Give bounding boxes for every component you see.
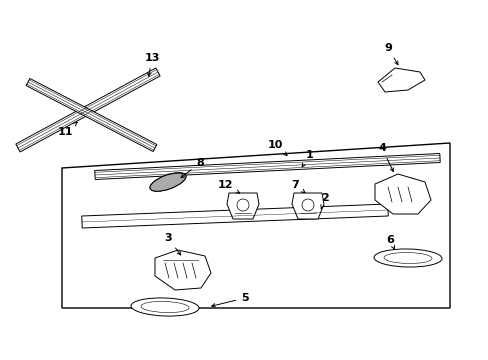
Text: 5: 5: [211, 293, 248, 307]
Circle shape: [237, 199, 248, 211]
Polygon shape: [155, 250, 210, 290]
Text: 12: 12: [217, 180, 239, 193]
Text: 13: 13: [144, 53, 160, 76]
Text: 11: 11: [57, 122, 77, 137]
Polygon shape: [377, 68, 424, 92]
Ellipse shape: [383, 252, 431, 264]
Text: 3: 3: [164, 233, 180, 255]
Polygon shape: [226, 193, 259, 219]
Polygon shape: [16, 68, 160, 152]
Text: 6: 6: [385, 235, 394, 249]
Polygon shape: [291, 193, 324, 219]
Polygon shape: [26, 78, 157, 152]
Text: 10: 10: [267, 140, 286, 156]
Polygon shape: [62, 143, 449, 308]
Text: 4: 4: [377, 143, 392, 171]
Text: 7: 7: [290, 180, 305, 193]
Text: 1: 1: [302, 150, 313, 167]
Text: 8: 8: [181, 158, 203, 177]
Polygon shape: [374, 174, 430, 214]
Ellipse shape: [141, 301, 188, 312]
Ellipse shape: [150, 173, 185, 191]
Polygon shape: [81, 204, 387, 228]
Circle shape: [302, 199, 313, 211]
Text: 2: 2: [320, 193, 328, 209]
Ellipse shape: [131, 298, 199, 316]
Ellipse shape: [373, 249, 441, 267]
Polygon shape: [95, 153, 439, 180]
Text: 9: 9: [383, 43, 397, 65]
Ellipse shape: [150, 173, 185, 191]
